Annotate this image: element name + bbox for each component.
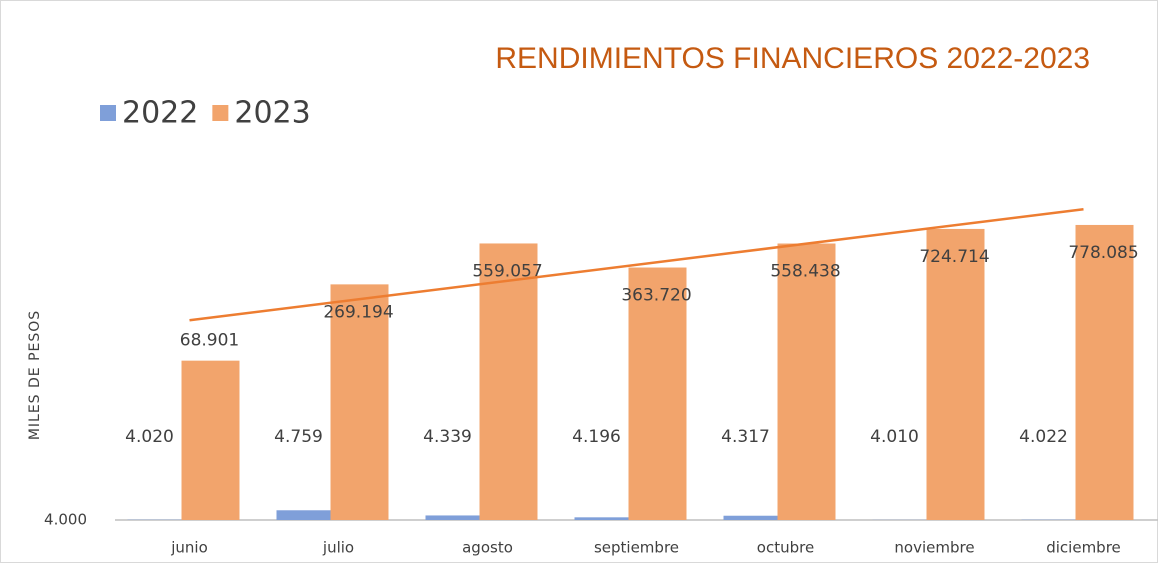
bar bbox=[777, 243, 836, 520]
bar bbox=[723, 515, 779, 520]
y-tick-label: 4.000 bbox=[44, 511, 87, 529]
chart-title: RENDIMIENTOS FINANCIEROS 2022-2023 bbox=[495, 42, 1090, 75]
x-tick-label: diciembre bbox=[1046, 539, 1121, 557]
data-label: 778.085 bbox=[1068, 243, 1138, 263]
x-tick-label: noviembre bbox=[894, 539, 974, 557]
legend-label: 2023 bbox=[234, 96, 310, 131]
bar bbox=[330, 284, 389, 520]
data-label: 724.714 bbox=[919, 247, 989, 267]
bar bbox=[574, 517, 630, 520]
bar bbox=[425, 515, 481, 520]
data-label: 363.720 bbox=[621, 286, 691, 306]
data-label: 4.759 bbox=[274, 427, 323, 447]
x-tick-label: julio bbox=[322, 539, 354, 557]
bar bbox=[628, 267, 687, 520]
y-axis-label: MILES DE PESOS bbox=[27, 310, 43, 440]
data-label: 4.317 bbox=[721, 427, 770, 447]
data-label: 559.057 bbox=[472, 261, 542, 281]
legend-swatch bbox=[100, 105, 116, 121]
x-tick-label: junio bbox=[170, 539, 208, 557]
x-tick-label: septiembre bbox=[594, 539, 679, 557]
trendline bbox=[189, 208, 1084, 322]
bar bbox=[181, 360, 240, 520]
bar bbox=[926, 228, 985, 520]
legend-swatch bbox=[212, 105, 229, 121]
data-label: 68.901 bbox=[180, 331, 239, 351]
legend-label: 2022 bbox=[122, 96, 198, 131]
data-label: 4.196 bbox=[572, 427, 621, 447]
data-label: 4.010 bbox=[870, 427, 919, 447]
data-label: 269.194 bbox=[323, 302, 393, 322]
x-tick-label: octubre bbox=[757, 539, 814, 557]
data-label: 4.022 bbox=[1019, 427, 1068, 447]
data-label: 4.020 bbox=[125, 427, 174, 447]
data-label: 4.339 bbox=[423, 427, 472, 447]
x-tick-label: agosto bbox=[462, 539, 513, 557]
bar bbox=[479, 243, 538, 520]
bar bbox=[276, 510, 332, 520]
data-label: 558.438 bbox=[770, 262, 840, 282]
bar bbox=[1075, 224, 1134, 520]
